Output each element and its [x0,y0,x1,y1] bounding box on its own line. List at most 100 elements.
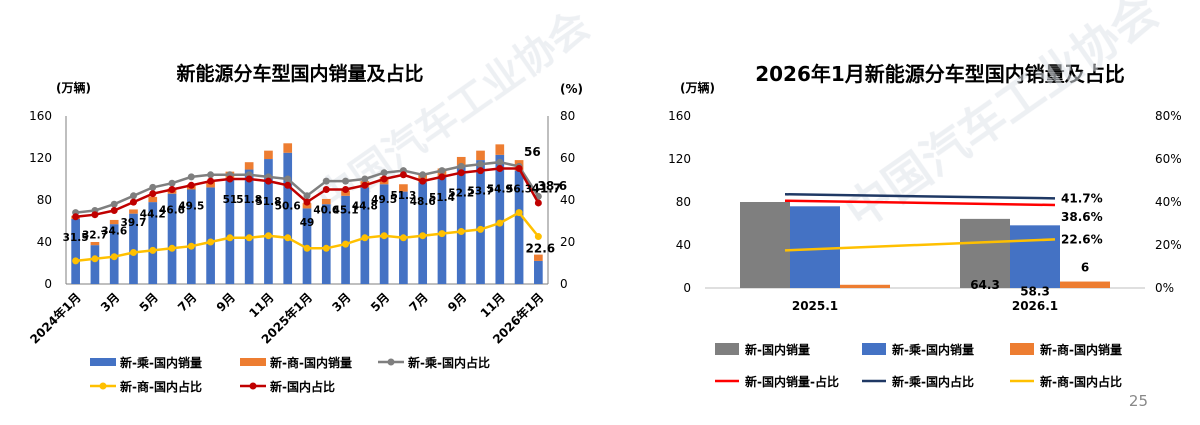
bar-commercial [399,184,408,192]
legend-swatch [1010,343,1034,355]
y2-tick-label: 80 [560,109,575,123]
line-point [534,199,542,207]
bar-commercial [534,254,543,261]
y-tick-label: 120 [668,152,691,166]
bar-commercial [495,144,505,155]
line-point [457,228,465,235]
legend-label: 新-国内占比 [270,379,335,394]
line-point [515,165,523,172]
bar-passenger [514,170,524,284]
line-point [91,255,99,263]
line-point [419,177,427,185]
legend-label: 新-乘-国内占比 [892,374,974,389]
line-point [457,162,465,170]
bar-0 [960,218,1010,288]
bar-passenger [148,202,158,284]
line-point [245,175,253,183]
bar-0 [740,202,790,288]
data-label: 49.5 [371,194,397,206]
bar-passenger [90,245,100,284]
line-point [129,198,137,206]
data-label: 56.3 [506,184,532,196]
bar-passenger [264,159,273,284]
line-point [187,181,195,189]
bar-2 [840,284,890,288]
data-label: 54.9 [487,184,513,196]
bar-passenger [437,175,447,284]
x-tick-label: 3月 [329,290,353,314]
line-point [110,200,118,208]
line-point [264,177,272,185]
legend-label: 新-商-国内占比 [1040,374,1122,389]
line-point [496,158,504,166]
line-point [322,186,330,193]
bar-commercial [129,209,138,214]
y2-tick-label: 80% [1155,109,1182,123]
bar-passenger [476,160,485,284]
y-tick-label: 80 [676,195,691,209]
line-point [149,190,157,198]
data-label: 48.6 [410,196,436,208]
right-unit-label: (%) [560,82,583,96]
line-point [419,171,427,179]
x-tick-label: 11月 [478,290,508,320]
data-label: 46.6 [159,205,185,217]
bar-2 [1060,281,1110,288]
bar-passenger [129,213,138,284]
line-point [187,242,195,250]
ratio-line [784,193,1056,200]
line-point [168,186,176,193]
ratio-line [784,238,1056,252]
y2-tick-label: 40 [560,193,575,207]
y2-tick-label: 0 [560,277,568,291]
y-tick-label: 120 [29,151,52,165]
bar-commercial [321,198,331,205]
x-tick-label: 9月 [214,290,238,314]
bar-commercial [148,196,158,203]
right-chart-title: 2026年1月新能源分车型国内销量及占比 [755,62,1125,86]
bar-data-label: 6 [1081,261,1089,275]
bar-passenger [321,204,331,284]
bar-passenger [186,189,196,284]
y2-tick-label: 20 [560,235,575,249]
line-point [322,244,330,252]
x-tick-label: 5月 [137,290,161,314]
bar-commercial [244,162,254,170]
data-label: 53.7 [468,186,494,198]
bar-passenger [206,187,215,284]
x-tick-label: 2024年1月 [27,290,84,347]
y-tick-label: 0 [683,281,691,295]
bar-commercial [476,150,485,161]
data-label: 44.8 [352,200,378,212]
left-unit-label: (万辆) [56,80,91,95]
line-point [149,183,157,191]
y2-tick-label: 60% [1155,152,1182,166]
bar-commercial [283,143,293,153]
page-number: 25 [1128,392,1148,410]
line-point [303,198,311,206]
line-point [361,181,369,189]
bar-commercial [302,203,312,209]
x-tick-label: 5月 [368,290,392,314]
line-point [110,207,118,214]
line-point [187,173,195,181]
line-point [284,175,292,183]
line-point [129,192,137,200]
left-unit-label: (万辆) [680,80,715,95]
legend-swatch [90,358,116,366]
bar-commercial [456,156,466,166]
bar-commercial [264,150,273,160]
bar-passenger [495,154,505,284]
bar-data-label: 64.3 [970,278,1000,292]
legend-marker [99,382,107,390]
line-point [264,232,272,240]
y-tick-label: 80 [37,193,52,207]
x-tick-label: 11月 [246,290,276,320]
line-point [342,186,350,193]
data-label: 44.2 [140,209,166,221]
right-chart: (万辆) 0 40 80 120 160 0% 20% 40% 60% 80% 64.3 58.3 6 38… [668,80,1182,389]
line-point [110,253,118,261]
line-point [457,169,465,177]
line-point [245,234,253,242]
